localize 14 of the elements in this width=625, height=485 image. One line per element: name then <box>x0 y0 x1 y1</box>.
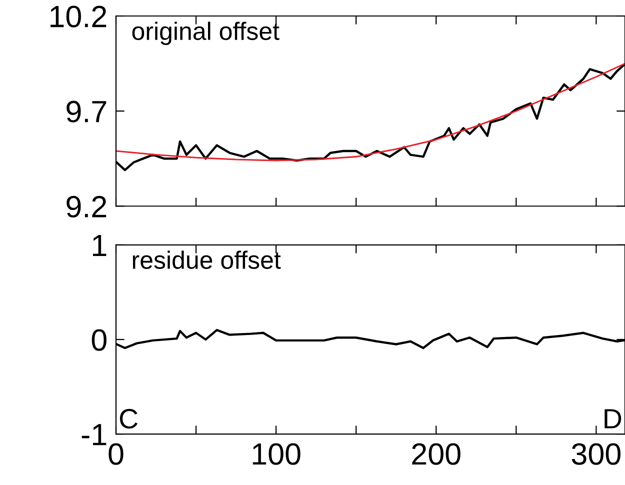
y-tick-label: -1 <box>82 424 106 446</box>
y-tick-label: 0 <box>92 329 106 351</box>
y-tick-label: 9.2 <box>66 196 106 218</box>
annotation: C <box>120 408 138 429</box>
x-tick-label: 100 <box>252 443 300 465</box>
y-tick-label: 10.2 <box>50 6 106 28</box>
annotation: original offset <box>132 22 280 46</box>
annotation: D <box>604 409 622 428</box>
x-tick-label: 0 <box>108 443 124 465</box>
x-tick-label: 300 <box>572 443 620 465</box>
y-tick-label: 1 <box>93 234 106 256</box>
annotation: residue offset <box>132 250 281 269</box>
y-tick-label: 9.7 <box>66 100 106 122</box>
x-tick-label: 200 <box>412 443 460 465</box>
